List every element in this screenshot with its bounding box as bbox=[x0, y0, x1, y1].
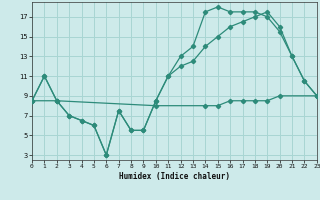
X-axis label: Humidex (Indice chaleur): Humidex (Indice chaleur) bbox=[119, 172, 230, 181]
